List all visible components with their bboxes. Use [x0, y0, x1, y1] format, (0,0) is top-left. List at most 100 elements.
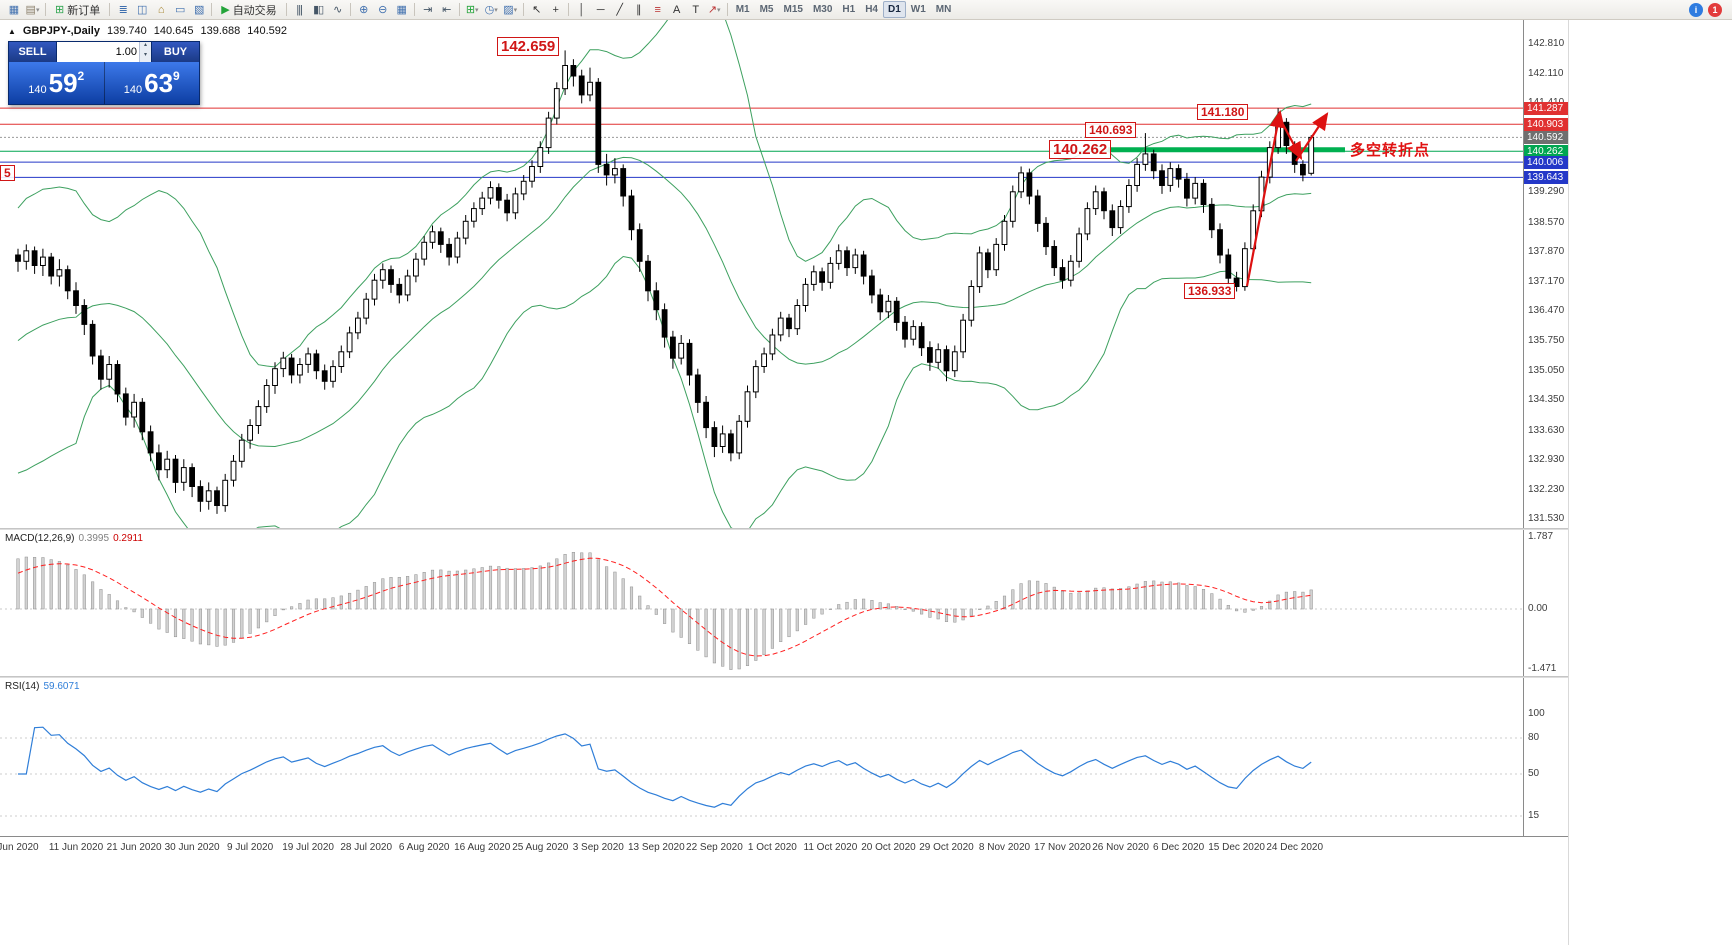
ask-prefix: 140	[123, 84, 143, 96]
timeframe-h1[interactable]: H1	[842, 4, 856, 15]
price-axis[interactable]: 142.810142.110141.410139.290138.570137.8…	[1523, 20, 1568, 836]
candles	[15, 50, 1315, 514]
date-label: 16 Aug 2020	[454, 842, 511, 853]
trendline-icon[interactable]: ╱	[616, 4, 623, 16]
price-tick: 137.170	[1528, 275, 1565, 287]
vertical-line-icon[interactable]: │	[578, 3, 585, 16]
community-icon[interactable]: i	[1689, 2, 1703, 17]
timeframe-w1[interactable]: W1	[910, 4, 926, 15]
price-label-136933[interactable]: 136.933	[1184, 283, 1236, 299]
toolbar: ▦ ▤ ▾ ⊞ 新订单 ≣ ◫ ⌂ ▭ ▧ ▶ 自动交易 ||| ▮▯ ∿ ⊕ ⊖ ▦ ⇥ ⇤ ⊞ ▾ ◷ ▾ ▨ ▾ ↖ + │ ─ ╱ ∥…	[0, 0, 1732, 20]
timeframe-m15[interactable]: M15	[783, 4, 803, 15]
new-order-button[interactable]: ⊞ 新订单	[55, 4, 101, 17]
horizontal-line-icon[interactable]: ─	[596, 3, 605, 16]
price-label-141180[interactable]: 141.180	[1197, 104, 1249, 120]
new-chart-icon[interactable]: ▦	[8, 4, 19, 16]
buy-button[interactable]: BUY	[152, 42, 199, 62]
time-axis[interactable]: Jun 2020 11 Jun 2020 21 Jun 2020 30 Jun 202…	[0, 836, 1568, 858]
market-watch-icon[interactable]: ≣	[118, 4, 128, 16]
tile-windows-icon[interactable]: ▦	[396, 4, 406, 16]
ask-big-digits: 63	[144, 68, 174, 98]
date-label: 3 Sep 2020	[572, 842, 624, 853]
profiles-icon[interactable]: ▤ ▾	[25, 4, 40, 16]
price-tag: 139.643	[1524, 170, 1568, 184]
volume-down-button[interactable]: ▾	[140, 52, 151, 62]
equidistant-channel-icon[interactable]: ∥	[635, 4, 641, 16]
zoom-out-icon[interactable]: ⊖	[378, 4, 387, 16]
toolbar-separator	[211, 3, 213, 16]
timeframe-mn[interactable]: MN	[935, 4, 952, 15]
volume-input[interactable]	[57, 42, 139, 62]
arrows-tool-icon[interactable]: ↗ ▾	[707, 4, 721, 16]
macd-histogram	[16, 552, 1313, 670]
zoom-in-icon[interactable]: ⊕	[359, 4, 368, 16]
price-label-142659[interactable]: 142.659	[497, 37, 560, 56]
bid-price[interactable]: 140 59 2	[9, 62, 105, 104]
rsi-axis-tick: 80	[1528, 732, 1540, 743]
line-chart-icon[interactable]: ∿	[333, 4, 342, 16]
candlestick-chart-icon[interactable]: ▮▯	[313, 4, 324, 16]
crosshair-icon[interactable]: +	[552, 3, 559, 16]
volume-up-button[interactable]: ▴	[140, 42, 151, 52]
panel-splitter[interactable]	[0, 676, 1568, 678]
date-label: 13 Sep 2020	[627, 842, 685, 853]
price-tag: 141.287	[1524, 101, 1568, 115]
text-label-icon[interactable]: T	[692, 3, 699, 16]
indicators-icon[interactable]: ⊞ ▾	[465, 4, 479, 16]
ask-pip-digit: 9	[173, 69, 180, 83]
strategy-tester-icon[interactable]: ▧	[194, 4, 204, 16]
timeframe-h4[interactable]: H4	[865, 4, 878, 15]
trend-arrow[interactable]	[1245, 109, 1285, 287]
date-label: 6 Aug 2020	[398, 842, 450, 853]
trend-arrow[interactable]	[1278, 116, 1303, 160]
price-label-140262[interactable]: 140.262	[1049, 140, 1112, 159]
timeframe-m30[interactable]: M30	[812, 4, 833, 15]
chevron-down-icon: ▾	[494, 6, 498, 14]
text-icon[interactable]: A	[673, 3, 680, 16]
macd-panel[interactable]	[0, 530, 1523, 676]
price-label-140693[interactable]: 140.693	[1085, 122, 1137, 138]
symbol-name: GBPJPY-,Daily	[22, 25, 100, 37]
navigator-icon[interactable]: ⌂	[157, 3, 165, 16]
date-label: 1 Oct 2020	[747, 842, 797, 853]
trend-arrow[interactable]	[1295, 112, 1329, 162]
date-label: 9 Jul 2020	[227, 842, 274, 853]
templates-icon[interactable]: ▨ ▾	[503, 4, 518, 16]
auto-scroll-icon[interactable]: ⇥	[423, 4, 432, 16]
date-label: 8 Nov 2020	[978, 842, 1031, 853]
toolbar-separator	[567, 3, 569, 16]
price-tick: 135.050	[1528, 364, 1565, 376]
date-label: 29 Oct 2020	[919, 842, 974, 853]
main-chart[interactable]	[0, 20, 1523, 528]
price-tick: 142.110	[1528, 67, 1564, 79]
fibonacci-icon[interactable]: ≡	[654, 3, 661, 16]
chart-shift-icon[interactable]: ⇤	[442, 4, 451, 16]
toolbar-separator	[285, 3, 287, 16]
bull-bear-turning-point-label[interactable]: 多空转折点	[1350, 142, 1431, 159]
macd-axis-tick: 0.00	[1528, 603, 1548, 614]
timeframe-m1[interactable]: M1	[735, 4, 750, 15]
price-tick: 137.870	[1528, 246, 1565, 257]
date-label: 20 Oct 2020	[861, 842, 916, 853]
chevron-down-icon: ▾	[475, 6, 479, 14]
periods-icon[interactable]: ◷ ▾	[484, 4, 498, 16]
sell-button[interactable]: SELL	[9, 42, 56, 62]
cursor-icon[interactable]: ↖	[532, 4, 541, 16]
bollinger-middle-band	[17, 156, 1312, 448]
toolbar-separator	[45, 3, 46, 16]
date-label: 11 Jun 2020	[48, 842, 104, 853]
workspace-empty-area	[0, 858, 1568, 945]
timeframe-m5[interactable]: M5	[759, 4, 774, 15]
data-window-icon[interactable]: ◫	[137, 4, 147, 16]
notifications-badge[interactable]: 1	[1708, 2, 1722, 17]
terminal-icon[interactable]: ▭	[175, 4, 185, 16]
date-label: 24 Dec 2020	[1266, 842, 1324, 853]
panel-splitter[interactable]	[0, 528, 1568, 530]
autotrade-button[interactable]: ▶ 自动交易	[221, 4, 277, 17]
price-label-left-edge[interactable]: 5	[0, 165, 15, 181]
bar-chart-icon[interactable]: |||	[296, 3, 303, 16]
rsi-panel[interactable]	[0, 678, 1523, 836]
ask-price[interactable]: 140 63 9	[105, 62, 200, 104]
timeframe-d1[interactable]: D1	[883, 1, 906, 18]
